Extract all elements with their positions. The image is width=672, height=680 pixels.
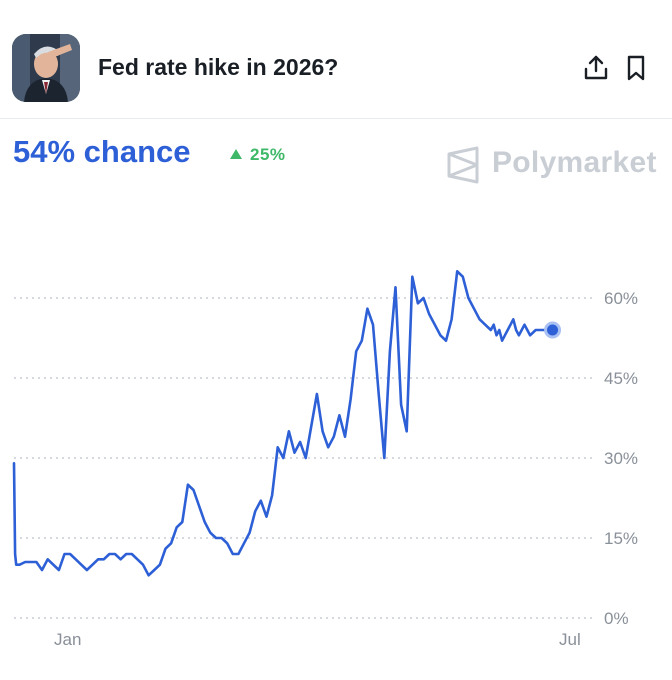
series-line <box>12 270 554 577</box>
x-tick-label: Jul <box>559 630 581 649</box>
up-triangle-icon <box>230 149 242 159</box>
x-axis-labels: Jan Jul <box>54 630 581 649</box>
market-title: Fed rate hike in 2026? <box>98 54 339 80</box>
y-tick-label: 60% <box>604 289 638 308</box>
brand-name: Polymarket <box>492 146 657 179</box>
y-axis-labels: 0% 15% 30% 45% 60% <box>604 289 638 628</box>
share-icon[interactable] <box>583 54 609 82</box>
avatar-image <box>12 34 80 102</box>
market-avatar[interactable] <box>12 34 80 102</box>
current-value-dot[interactable] <box>544 321 562 339</box>
chance-headline: 54% chance <box>13 134 191 169</box>
y-tick-label: 15% <box>604 529 638 548</box>
bookmark-icon[interactable] <box>624 54 648 82</box>
y-tick-label: 30% <box>604 449 638 468</box>
y-tick-label: 45% <box>604 369 638 388</box>
y-tick-label: 0% <box>604 609 629 628</box>
probability-chart: 0% 15% 30% 45% 60% Jan Jul <box>12 270 638 649</box>
header: Fed rate hike in 2026? <box>0 0 672 119</box>
change-value: 25% <box>250 145 286 164</box>
x-tick-label: Jan <box>54 630 81 649</box>
polymarket-logo-icon <box>447 146 479 184</box>
chart-grid <box>14 297 592 619</box>
